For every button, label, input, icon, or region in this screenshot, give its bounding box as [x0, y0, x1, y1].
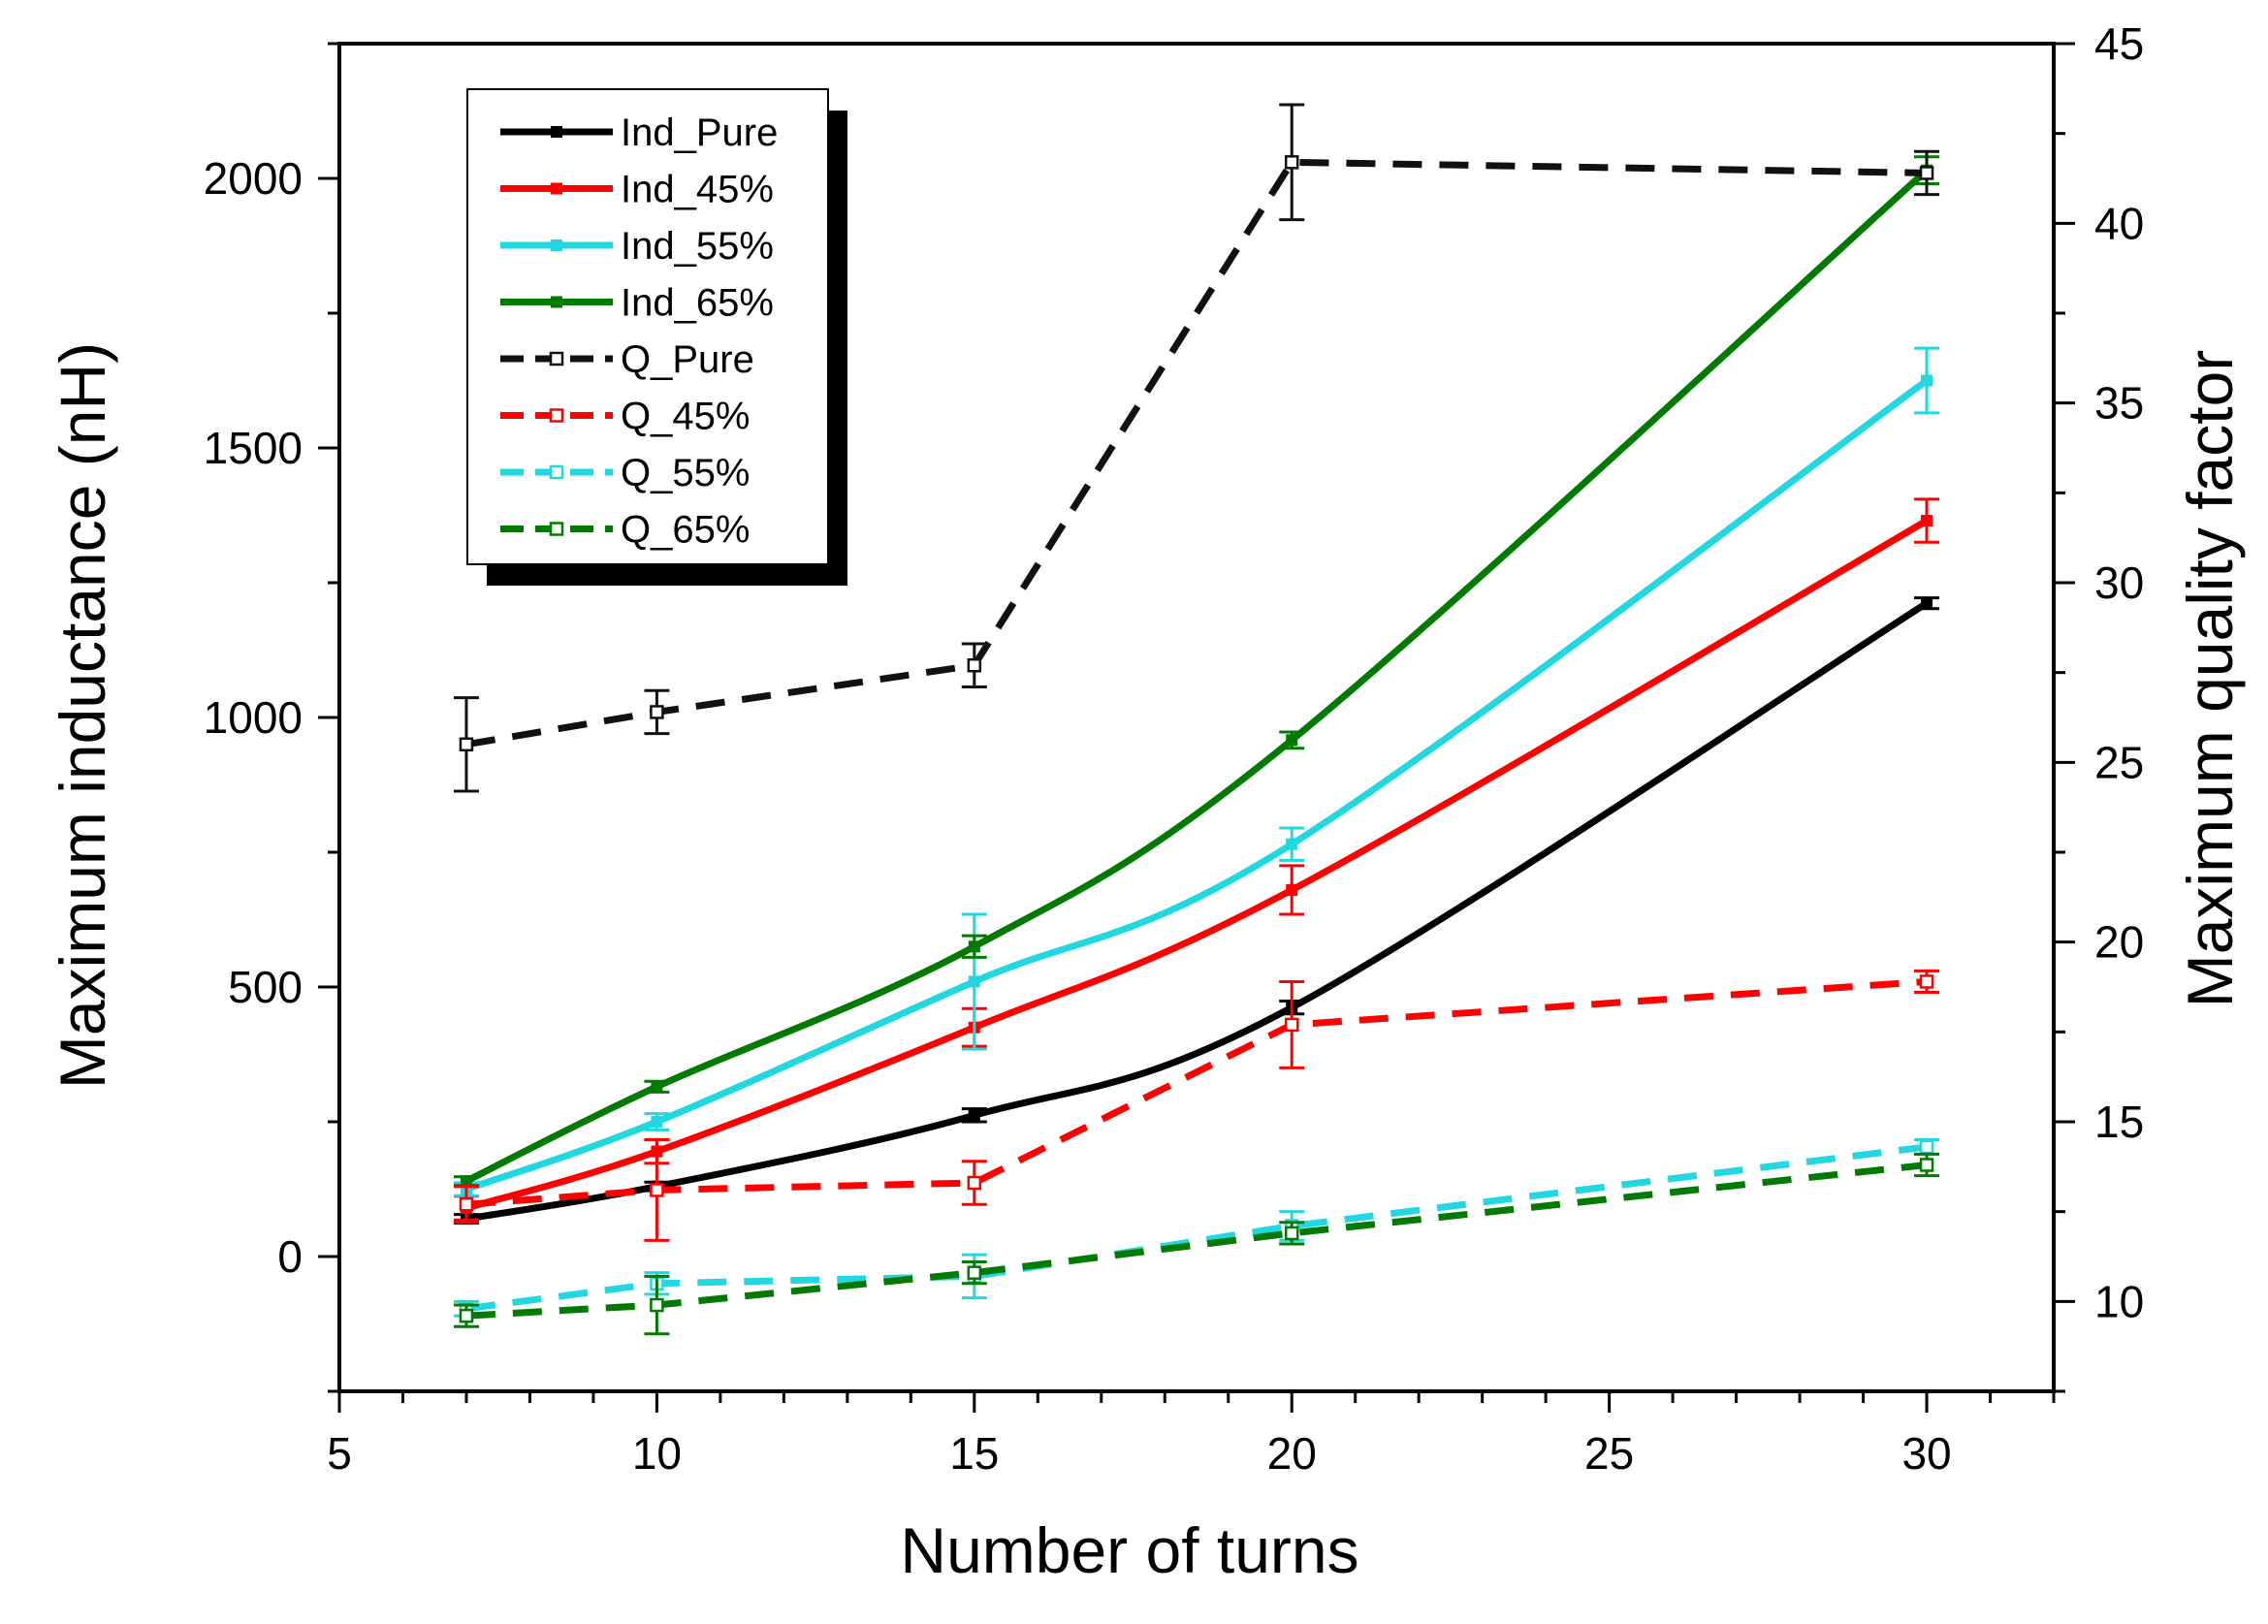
legend-swatch-marker: [551, 182, 562, 195]
data-point: [651, 1080, 663, 1093]
legend-label: Ind_55%: [621, 225, 774, 268]
legend-label: Q_65%: [621, 509, 750, 552]
data-point: [1921, 374, 1933, 387]
legend-box: [466, 88, 829, 565]
y2-tick-label: 20: [2094, 917, 2144, 968]
data-point: [967, 1175, 982, 1191]
y2-tick-label: 35: [2094, 378, 2144, 429]
legend-swatch-marker: [549, 408, 564, 423]
legend-label: Ind_45%: [621, 169, 774, 211]
data-point: [1286, 838, 1298, 850]
data-point: [459, 1308, 474, 1323]
y2-tick-label: 45: [2094, 18, 2144, 69]
y-tick-label: 1500: [204, 423, 303, 473]
legend-label: Q_55%: [621, 452, 750, 494]
legend: Ind_Pure Ind_45% Ind_55% Ind_65% Q_Pure Q_45%…: [466, 88, 847, 586]
axes-layer: 5 10 15 20 25 30 0 500 1000 1500 2000 10 15 20 25 30 35 4…: [204, 18, 2145, 1479]
legend-label: Ind_65%: [621, 282, 774, 325]
x-tick-label: 20: [1267, 1428, 1317, 1479]
legend-swatch-marker: [549, 522, 564, 536]
legend-label: Ind_Pure: [621, 111, 778, 154]
legend-swatch-marker: [551, 126, 562, 138]
series-layer: [453, 103, 1940, 1336]
series-line: [465, 1162, 1928, 1320]
series-q-pure: [453, 103, 1940, 793]
data-point: [650, 1183, 664, 1197]
data-point: [967, 658, 982, 673]
series-ind-pure: [453, 596, 1940, 1226]
y-tick-label: 2000: [204, 153, 303, 204]
legend-swatch-marker: [549, 351, 564, 366]
data-point: [650, 1297, 664, 1313]
data-point: [459, 1197, 474, 1212]
y2-tick-label: 10: [2094, 1276, 2144, 1326]
y-axis-title: Maximum inductance (nH): [47, 342, 118, 1089]
data-point: [1919, 1139, 1934, 1155]
y-tick-label: 0: [277, 1231, 303, 1282]
data-point: [1286, 883, 1298, 896]
legend-item-ind-45pct: Ind_45%: [500, 169, 774, 211]
series-ind-55pct: [453, 346, 1940, 1197]
data-point: [968, 940, 980, 953]
x-tick-label: 30: [1901, 1428, 1951, 1479]
legend-item-ind-pure: Ind_Pure: [500, 111, 778, 154]
y2-axis-title: Maximum quality factor: [2174, 350, 2246, 1008]
legend-swatch-marker: [551, 296, 562, 308]
series-line: [464, 518, 1929, 1212]
legend-item-ind-65pct: Ind_65%: [500, 282, 774, 325]
data-point: [651, 1116, 663, 1128]
x-tick-label: 5: [327, 1428, 352, 1479]
series-line: [464, 377, 1930, 1193]
y-tick-label: 500: [228, 962, 303, 1012]
data-point: [1919, 974, 1934, 989]
y2-tick-label: 15: [2094, 1097, 2144, 1147]
legend-item-ind-55pct: Ind_55%: [500, 225, 774, 268]
x-axis-title: Number of turns: [900, 1514, 1358, 1586]
data-point: [459, 737, 474, 752]
data-point: [1919, 166, 1934, 180]
data-point: [460, 1175, 472, 1188]
y-tick-label: 1000: [204, 692, 303, 743]
legend-item-q-45pct: Q_45%: [500, 396, 750, 438]
x-tick-label: 25: [1584, 1428, 1634, 1479]
data-point: [968, 975, 980, 988]
legend-swatch-marker: [549, 464, 564, 480]
legend-item-q-pure: Q_Pure: [500, 338, 754, 381]
series-line: [465, 1143, 1928, 1313]
x-tick-label: 15: [949, 1428, 999, 1479]
legend-item-q-65pct: Q_65%: [500, 509, 750, 552]
y2-tick-label: 30: [2094, 557, 2144, 608]
y2-tick-label: 25: [2094, 737, 2144, 787]
data-point: [967, 1265, 982, 1280]
series-q-65pct: [453, 1152, 1940, 1336]
data-point: [1284, 1017, 1299, 1033]
data-point: [650, 705, 664, 719]
legend-swatch-marker: [551, 239, 562, 251]
series-q-45pct: [453, 969, 1940, 1242]
legend-item-q-55pct: Q_55%: [500, 452, 750, 494]
data-point: [1921, 597, 1933, 610]
data-point: [1286, 734, 1298, 747]
data-point: [1921, 515, 1933, 527]
legend-label: Q_Pure: [621, 338, 754, 381]
series-line: [465, 600, 1929, 1223]
legend-label: Q_45%: [621, 396, 750, 438]
data-point: [1919, 1158, 1934, 1172]
series-line: [465, 977, 1928, 1208]
data-point: [1284, 155, 1299, 170]
series-q-55pct: [453, 1138, 1940, 1318]
data-point: [968, 1109, 980, 1122]
x-tick-label: 10: [632, 1428, 682, 1479]
data-point: [1284, 1226, 1299, 1241]
y2-tick-label: 40: [2094, 198, 2144, 248]
